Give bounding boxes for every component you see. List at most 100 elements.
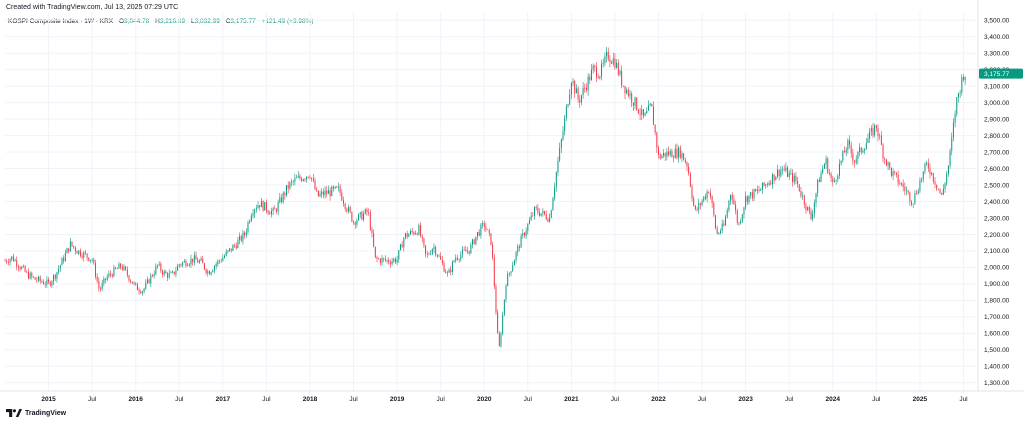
candle-body: [560, 139, 562, 148]
candle-body: [916, 193, 918, 194]
candle-body: [850, 144, 852, 154]
candle-body: [363, 213, 365, 220]
candle-body: [468, 250, 470, 254]
candle-body: [741, 214, 743, 222]
y-tick-label: 1,700.00: [984, 314, 1010, 321]
candle-body: [681, 153, 683, 158]
candle-body: [451, 261, 453, 272]
candle-body: [329, 190, 331, 197]
candle-body: [534, 207, 536, 216]
candle-body: [289, 182, 291, 189]
candle-body: [86, 253, 88, 258]
candle-body: [48, 279, 50, 282]
candle-body: [317, 190, 319, 197]
candle-body: [646, 110, 648, 114]
candle-body: [882, 144, 884, 159]
candle-body: [192, 258, 194, 263]
candle-body: [472, 239, 474, 245]
candle-body: [69, 241, 71, 252]
candle-body: [151, 275, 153, 277]
candle-body: [906, 190, 908, 192]
candle-body: [783, 169, 785, 171]
candle-body: [624, 86, 626, 94]
candle-body: [71, 241, 73, 246]
candle-body: [877, 127, 879, 137]
x-tick-label: 2017: [216, 396, 231, 403]
candle-body: [133, 282, 135, 284]
candle-body: [787, 167, 789, 177]
candle-body: [188, 264, 190, 266]
candle-body: [165, 271, 167, 274]
candle-body: [721, 223, 723, 231]
candle-body: [105, 278, 107, 280]
candle-body: [803, 195, 805, 205]
candle-body: [582, 87, 584, 96]
y-tick-label: 2,900.00: [984, 116, 1010, 123]
candle-body: [130, 280, 132, 282]
candle-body: [319, 193, 321, 197]
candle-body: [694, 205, 696, 210]
candle-body: [780, 169, 782, 176]
candle-body: [632, 102, 634, 106]
candle-body: [870, 128, 872, 132]
candle-body: [939, 189, 941, 193]
candle-body: [569, 94, 571, 105]
x-tick-label: Jul: [349, 396, 358, 403]
candle-body: [855, 159, 857, 163]
candle-body: [22, 266, 24, 267]
candle-body: [371, 229, 373, 234]
y-tick-label: 1,400.00: [984, 364, 1010, 371]
candle-body: [890, 167, 892, 176]
candle-body: [399, 244, 401, 251]
candle-body: [239, 236, 241, 241]
candle-body: [917, 191, 919, 194]
candle-body: [936, 184, 938, 189]
candle-body: [800, 191, 802, 197]
candle-body: [761, 182, 763, 190]
candle-body: [286, 185, 288, 196]
candle-body: [904, 187, 906, 191]
candle-body: [91, 259, 93, 261]
candle-body: [180, 264, 182, 266]
candle-body: [833, 180, 835, 183]
candle-body: [342, 200, 344, 204]
candle-body: [505, 286, 507, 300]
y-tick-label: 1,600.00: [984, 331, 1010, 338]
candle-body: [649, 103, 651, 106]
candle-body: [291, 181, 293, 183]
low-label: L: [190, 18, 195, 25]
candle-body: [711, 196, 713, 204]
candle-body: [453, 260, 455, 262]
candle-body: [937, 188, 939, 190]
y-tick-label: 3,100.00: [984, 83, 1010, 90]
candle-body: [232, 245, 234, 251]
candle-body: [66, 248, 68, 254]
candle-body: [458, 259, 460, 260]
candle-body: [401, 244, 403, 248]
candle-body: [162, 270, 164, 275]
candle-body: [540, 213, 542, 216]
candle-body: [502, 314, 504, 334]
candle-body: [136, 284, 138, 291]
candle-body: [844, 151, 846, 153]
candle-body: [426, 253, 428, 255]
candle-body: [500, 333, 502, 347]
candle-body: [327, 190, 329, 194]
candle-body: [539, 212, 541, 216]
candle-body: [178, 264, 180, 266]
last-price-label: 3,175.77: [984, 71, 1010, 78]
candle-body: [212, 270, 214, 273]
candle-body: [312, 178, 314, 181]
candle-body: [140, 291, 142, 294]
candle-body: [589, 76, 591, 81]
candle-body: [126, 269, 128, 276]
candle-body: [827, 158, 829, 173]
candle-body: [845, 149, 847, 153]
x-tick-label: Jul: [698, 396, 707, 403]
candle-body: [941, 192, 943, 195]
candle-body: [823, 164, 825, 169]
candle-body: [594, 65, 596, 68]
candle-body: [218, 260, 220, 262]
candle-body: [29, 273, 31, 279]
